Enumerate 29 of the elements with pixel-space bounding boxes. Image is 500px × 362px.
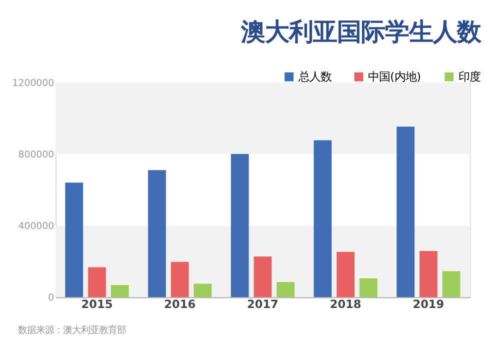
bar bbox=[396, 126, 415, 298]
bar bbox=[170, 262, 189, 298]
bar bbox=[110, 285, 129, 298]
bar bbox=[148, 170, 166, 298]
source-note: 数据来源：澳大利亚教育部 bbox=[18, 324, 126, 336]
x-tick-label: 2017 bbox=[247, 298, 278, 311]
y-tick-label: 0 bbox=[48, 292, 54, 304]
bar bbox=[88, 267, 106, 298]
x-tick-label: 2015 bbox=[81, 298, 113, 311]
bar bbox=[314, 140, 332, 298]
y-tick-label: 400000 bbox=[18, 220, 54, 232]
bar bbox=[230, 154, 249, 298]
legend-label: 印度 bbox=[458, 70, 481, 84]
bar bbox=[359, 278, 378, 298]
bar bbox=[276, 282, 295, 298]
bar bbox=[419, 251, 438, 298]
legend-label: 总人数 bbox=[297, 70, 332, 84]
bar bbox=[254, 256, 272, 298]
x-tick-label: 2019 bbox=[412, 298, 444, 311]
legend-label: 中国(内地) bbox=[368, 70, 421, 84]
y-tick-label: 800000 bbox=[18, 149, 54, 160]
x-tick-label: 2018 bbox=[330, 298, 362, 311]
bar bbox=[65, 182, 84, 298]
bar bbox=[442, 271, 460, 298]
x-tick-label: 2016 bbox=[164, 298, 196, 311]
bar bbox=[336, 252, 355, 298]
bar bbox=[194, 284, 212, 298]
y-tick-label: 1200000 bbox=[12, 78, 54, 89]
chart-title: 澳大利亚国际学生人数 bbox=[240, 17, 482, 46]
